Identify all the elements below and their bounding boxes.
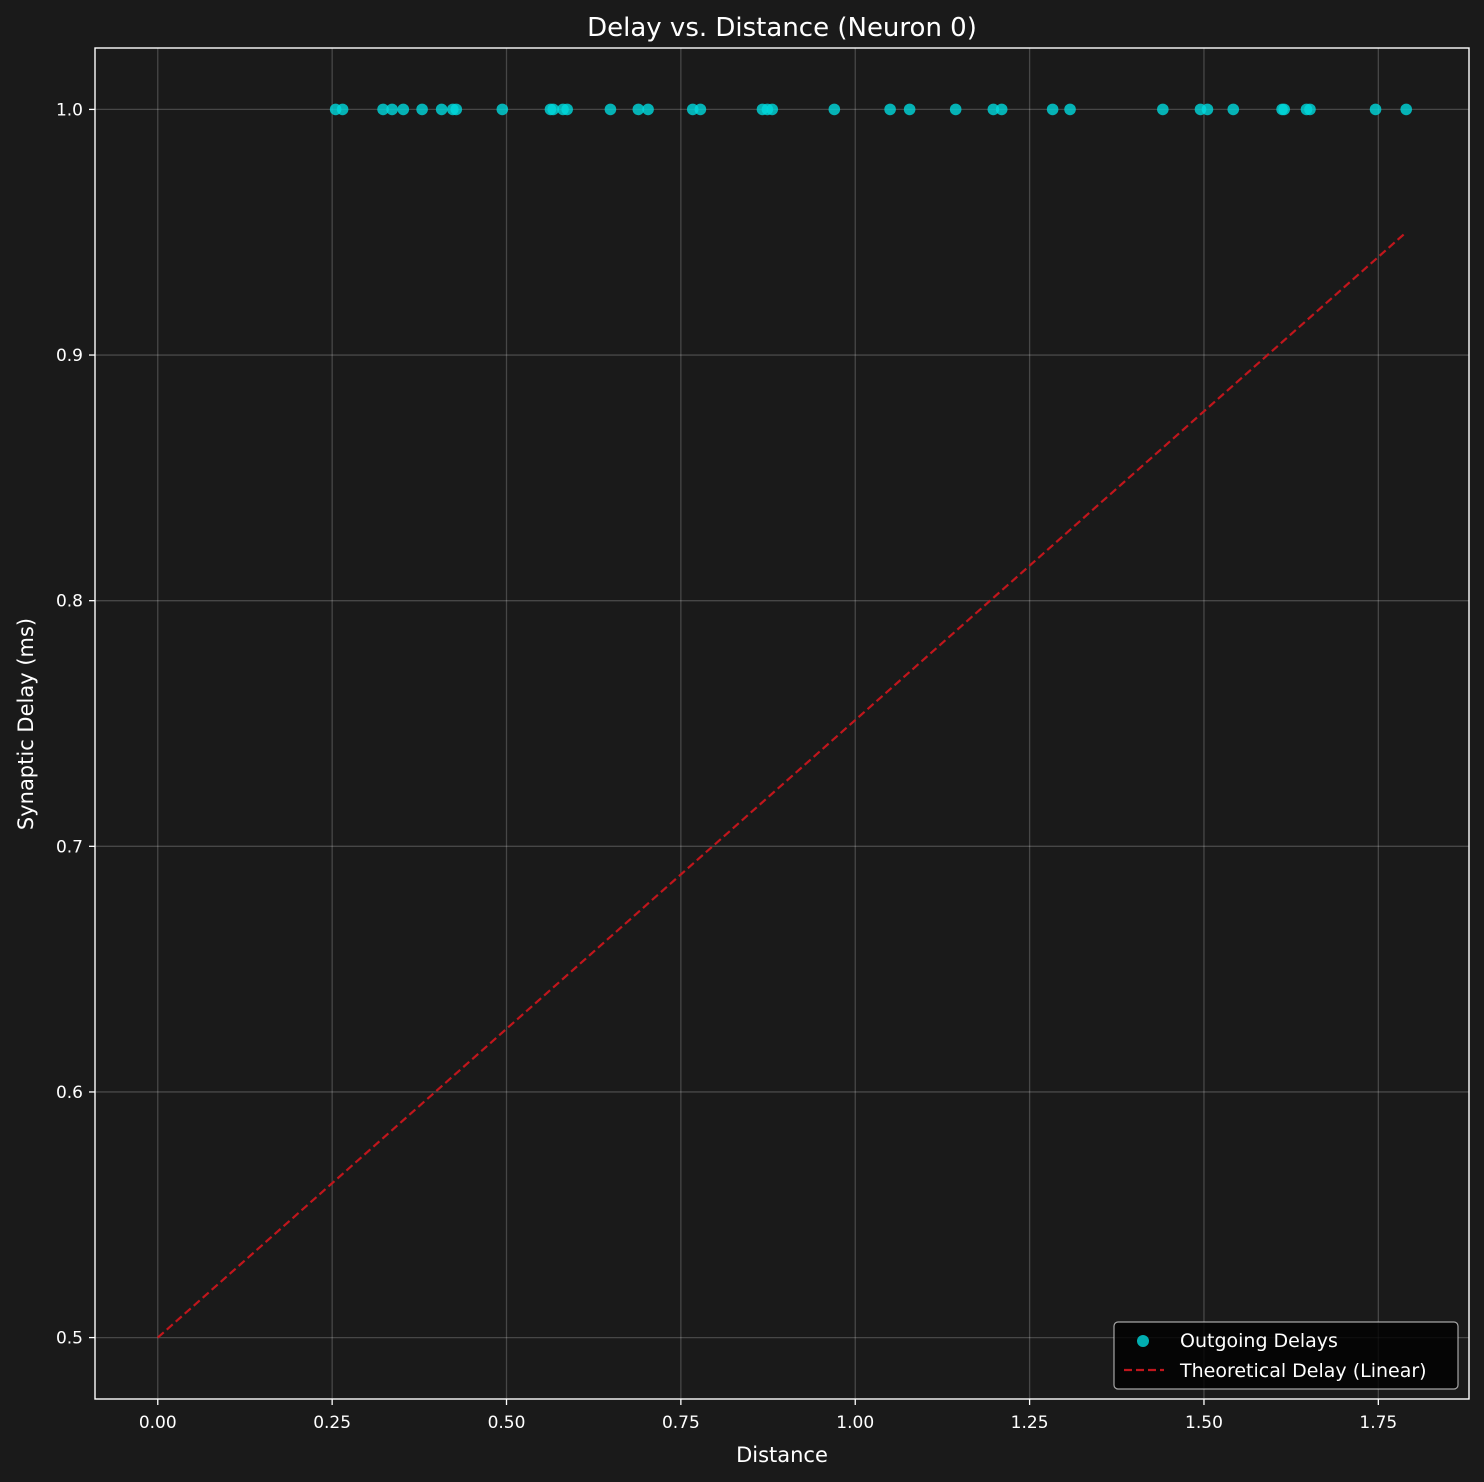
scatter-point xyxy=(828,103,841,116)
scatter-point xyxy=(496,103,509,116)
scatter-point xyxy=(766,103,779,116)
y-tick-label: 1.0 xyxy=(56,100,83,120)
scatter-point xyxy=(1400,103,1413,116)
scatter-point xyxy=(642,103,654,116)
scatter-point xyxy=(995,103,1008,116)
legend: Outgoing Delays Theoretical Delay (Linea… xyxy=(1113,1321,1459,1390)
scatter-point xyxy=(561,103,573,116)
scatter-point xyxy=(1369,103,1382,116)
legend-label-theoretical-delay: Theoretical Delay (Linear) xyxy=(1179,1360,1427,1382)
x-tick-label: 1.25 xyxy=(1011,1413,1049,1433)
x-tick-label: 1.75 xyxy=(1359,1413,1397,1433)
scatter-layer xyxy=(329,103,1413,116)
x-tick-label: 0.00 xyxy=(139,1413,177,1433)
scatter-point xyxy=(1157,103,1169,116)
scatter-point xyxy=(694,103,707,116)
x-axis-label: Distance xyxy=(736,1443,828,1467)
legend-marker-outgoing-delays xyxy=(1137,1335,1149,1347)
x-tick-label: 0.75 xyxy=(662,1413,700,1433)
scatter-point xyxy=(1227,103,1240,116)
scatter-point xyxy=(1064,103,1076,116)
y-axis-label: Synaptic Delay (ms) xyxy=(14,618,38,830)
legend-label-outgoing-delays: Outgoing Delays xyxy=(1180,1330,1338,1352)
scatter-point xyxy=(632,103,645,116)
scatter-point xyxy=(377,103,389,116)
plot-frame xyxy=(94,47,1470,1400)
legend-box xyxy=(1113,1321,1459,1390)
scatter-point xyxy=(547,103,560,116)
y-tick-label: 0.7 xyxy=(56,837,83,857)
scatter-point xyxy=(1278,103,1290,116)
x-tick-label: 0.50 xyxy=(488,1413,526,1433)
scatter-point xyxy=(336,103,349,116)
y-tick-label: 0.6 xyxy=(56,1083,83,1103)
scatter-point xyxy=(987,103,1000,116)
y-axis-ticks: 0.5 0.6 0.7 0.8 0.9 1.0 xyxy=(56,100,95,1349)
x-tick-label: 1.50 xyxy=(1185,1413,1223,1433)
scatter-point xyxy=(884,103,896,116)
y-tick-label: 0.8 xyxy=(56,592,83,612)
scatter-point xyxy=(450,103,463,116)
scatter-point xyxy=(416,103,428,116)
y-tick-label: 0.5 xyxy=(56,1329,83,1349)
scatter-point xyxy=(435,103,448,116)
scatter-point xyxy=(604,103,617,116)
scatter-point xyxy=(1201,103,1214,116)
line-layer xyxy=(157,231,1407,1339)
theoretical-delay-line xyxy=(157,231,1407,1339)
scatter-point xyxy=(1304,103,1316,116)
y-tick-label: 0.9 xyxy=(56,346,83,366)
scatter-point xyxy=(903,103,916,116)
grid-layer xyxy=(95,48,1469,1399)
scatter-point xyxy=(397,103,410,116)
scatter-point xyxy=(949,103,962,116)
scatter-point xyxy=(386,103,398,116)
x-tick-label: 0.25 xyxy=(313,1413,351,1433)
x-tick-label: 1.00 xyxy=(836,1413,874,1433)
chart-title: Delay vs. Distance (Neuron 0) xyxy=(587,13,977,43)
scatter-point xyxy=(1046,103,1059,116)
x-axis-ticks: 0.00 0.25 0.50 0.75 1.00 1.25 1.50 1.75 xyxy=(139,1399,1397,1433)
